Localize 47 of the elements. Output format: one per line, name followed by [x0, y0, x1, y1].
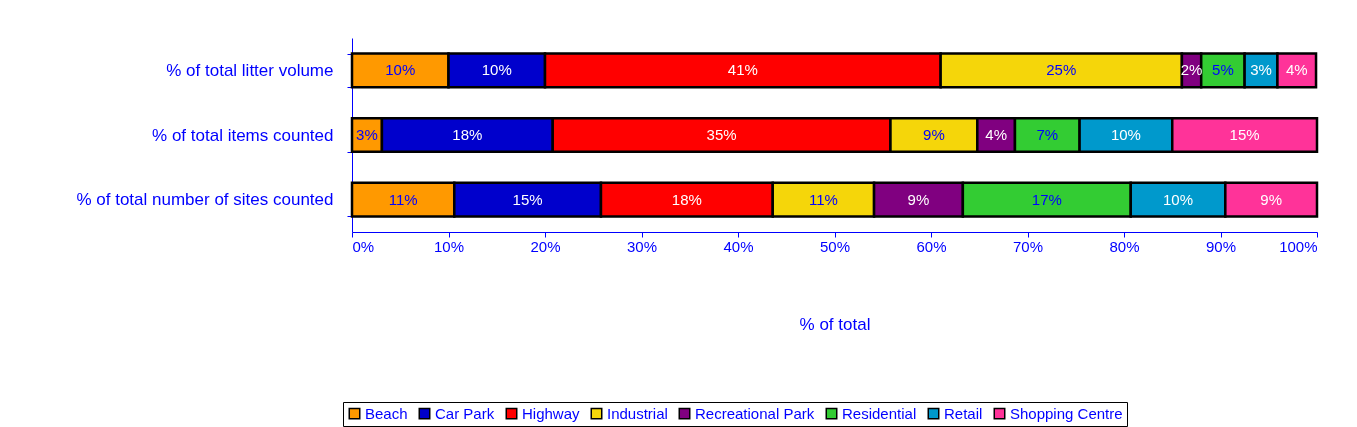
legend-label: Retail: [944, 404, 983, 422]
y-tick-label: % of total items counted: [152, 125, 334, 145]
data-label: 9%: [907, 190, 930, 208]
legend-label: Industrial: [607, 404, 668, 422]
x-tick-label: 30%: [626, 237, 658, 255]
data-label: 11%: [808, 190, 838, 208]
data-label: 2%: [1180, 61, 1203, 79]
data-label: 41%: [727, 61, 758, 79]
data-label: 10%: [385, 61, 416, 79]
legend-label: Car Park: [435, 404, 495, 422]
x-tick-label: 20%: [530, 237, 561, 255]
data-label: 4%: [1285, 61, 1308, 79]
data-label: 3%: [1250, 61, 1272, 79]
data-label: 4%: [985, 126, 1007, 143]
x-tick-label: 10%: [433, 237, 465, 255]
legend-label: Residential: [842, 404, 917, 422]
data-label: 10%: [481, 61, 512, 79]
x-tick-label: 0%: [352, 237, 375, 255]
data-label: 7%: [1036, 126, 1059, 143]
legend-label: Recreational Park: [695, 404, 815, 422]
data-label: 10%: [1110, 126, 1141, 143]
data-label: 15%: [512, 190, 543, 208]
x-tick-label: 100%: [1279, 237, 1318, 255]
data-label: 11%: [388, 190, 418, 208]
x-axis-title: % of total: [799, 314, 871, 334]
data-label: 9%: [1260, 190, 1283, 208]
data-label: 18%: [671, 190, 702, 208]
legend-label: Shopping Centre: [1010, 404, 1123, 422]
x-tick-label: 60%: [916, 237, 947, 255]
x-tick-label: 90%: [1205, 237, 1237, 255]
data-label: 9%: [923, 126, 945, 143]
x-tick-label: 80%: [1109, 237, 1140, 255]
data-label: 3%: [356, 126, 378, 143]
data-label: 25%: [1046, 61, 1077, 79]
legend-label: Beach: [365, 404, 408, 422]
x-tick-label: 70%: [1012, 237, 1044, 255]
data-label: 15%: [1229, 126, 1260, 143]
data-label: 18%: [452, 126, 483, 143]
y-tick-label: % of total litter volume: [166, 60, 334, 80]
x-tick-label: 40%: [723, 237, 754, 255]
data-label: 35%: [706, 126, 737, 143]
data-label: 5%: [1212, 61, 1234, 79]
data-label: 17%: [1031, 190, 1062, 208]
legend-label: Highway: [522, 404, 581, 422]
x-tick-label: 50%: [819, 237, 851, 255]
data-label: 10%: [1163, 190, 1194, 208]
y-tick-label: % of total number of sites counted: [76, 190, 334, 210]
